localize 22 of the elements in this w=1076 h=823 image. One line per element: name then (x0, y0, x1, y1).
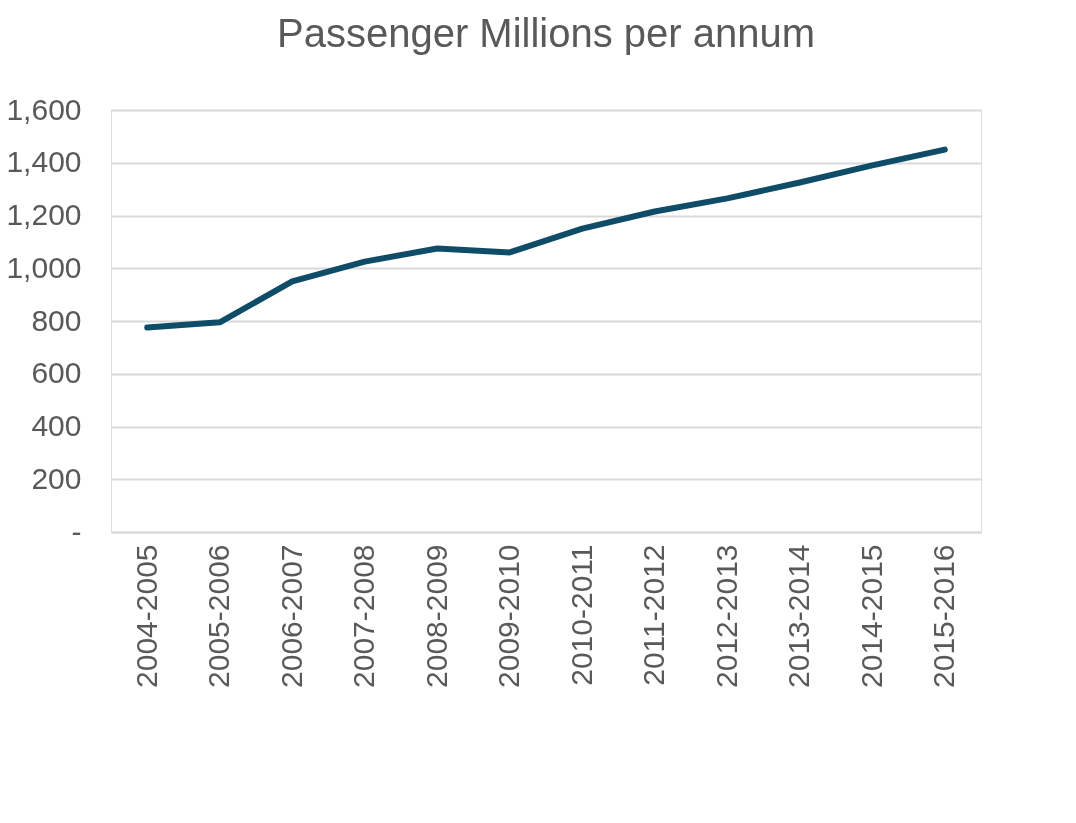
x-tick-label: 2008-2009 (419, 544, 453, 688)
y-tick-label: 1,400 (6, 145, 82, 179)
y-tick-label: 1,200 (6, 198, 82, 231)
x-tick-label: 2005-2006 (202, 544, 236, 688)
x-tick-label: 2007-2008 (347, 544, 381, 688)
y-tick-label: 600 (31, 356, 82, 390)
x-tick-label: 2013-2014 (782, 544, 816, 688)
y-tick-label: 200 (31, 461, 82, 495)
y-tick-label: 400 (31, 409, 82, 442)
x-tick-label: 2012-2013 (709, 544, 743, 688)
x-tick-label: 2015-2016 (927, 544, 961, 688)
y-tick-label: - (71, 514, 82, 548)
y-tick-label: 1,000 (6, 250, 82, 284)
y-tick-label: 800 (31, 303, 82, 337)
x-tick-label: 2009-2010 (492, 544, 526, 688)
x-tick-label: 2006-2007 (274, 544, 308, 688)
chart-title: Passenger Millions per annum (276, 11, 816, 55)
x-tick-label: 2014-2015 (854, 544, 888, 688)
x-tick-label: 2011-2012 (637, 544, 671, 686)
x-tick-label: 2010-2011 (564, 544, 598, 686)
y-tick-label: 1,600 (6, 92, 82, 126)
x-tick-label: 2004-2005 (129, 544, 163, 688)
